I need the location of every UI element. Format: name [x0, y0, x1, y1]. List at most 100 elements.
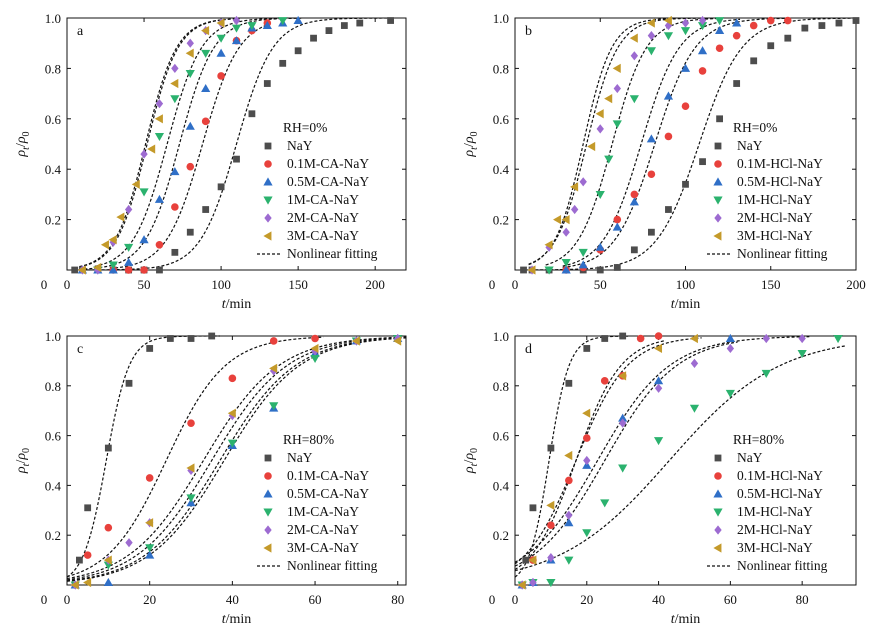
- series-0.1M-HCl-NaY: [562, 16, 792, 274]
- legend-entry: 0.1M-HCl-NaY: [737, 156, 823, 171]
- plot-frame: [514, 335, 857, 586]
- data-point: [124, 257, 134, 266]
- series-0.5M-HCl-NaY: [517, 333, 735, 589]
- data-point: [715, 44, 724, 53]
- data-point: [145, 518, 154, 528]
- fit-curve: [545, 17, 724, 266]
- fit-curve: [514, 345, 846, 572]
- data-point: [208, 332, 216, 340]
- data-point: [217, 72, 225, 80]
- fit-curve: [79, 18, 225, 268]
- data-point: [216, 34, 226, 43]
- data-point: [664, 20, 673, 31]
- x-tick-label: 150: [761, 277, 781, 292]
- data-point: [767, 42, 775, 50]
- x-tick-label: 100: [211, 277, 231, 292]
- origin-tick-label: 0: [489, 277, 496, 292]
- data-point: [547, 521, 555, 530]
- data-point: [76, 556, 83, 564]
- data-point: [529, 577, 537, 588]
- data-point: [100, 240, 109, 250]
- data-point: [749, 21, 758, 30]
- data-point: [170, 95, 180, 104]
- data-point: [139, 188, 149, 197]
- data-point: [664, 132, 673, 141]
- data-point: [547, 444, 555, 452]
- fit-curve: [562, 17, 792, 269]
- y-tick-label: 1.0: [45, 329, 61, 344]
- legend-fit-label: Nonlinear fitting: [737, 246, 828, 261]
- data-point: [145, 550, 155, 559]
- legend-entry: 2M-CA-NaY: [287, 210, 359, 225]
- x-tick-label: 50: [138, 277, 151, 292]
- y-tick-label: 0.4: [45, 478, 62, 493]
- fit-curve: [514, 341, 738, 567]
- data-point: [564, 450, 573, 461]
- data-point: [340, 22, 348, 29]
- data-point: [766, 16, 775, 25]
- data-point: [310, 354, 320, 364]
- panel-a: 0 50 100 150 200 0.2 0.4 0.6 0.8 1.0 0 t/min ρt/ρ0 a R…: [14, 11, 407, 312]
- x-tick-label: 60: [309, 592, 322, 607]
- data-point: [71, 266, 79, 274]
- data-point: [582, 408, 591, 418]
- data-point: [732, 31, 741, 40]
- data-point: [185, 121, 195, 130]
- legend-marker: [263, 489, 273, 498]
- panel-letter: c: [77, 342, 83, 357]
- legend-entry: 1M-CA-NaY: [287, 192, 359, 207]
- data-point: [228, 374, 237, 383]
- legend-entry: NaY: [287, 450, 313, 465]
- data-point: [70, 580, 79, 590]
- data-point: [185, 69, 195, 79]
- series-1M-HCl-NaY: [517, 335, 843, 590]
- series-0.5M-HCl-NaY: [561, 18, 742, 274]
- data-point: [544, 266, 554, 275]
- data-point: [116, 212, 125, 222]
- y-tick-label: 0.4: [493, 478, 510, 493]
- legend-entry: NaY: [287, 138, 313, 153]
- x-tick-label: 0: [512, 592, 519, 607]
- data-point: [217, 183, 225, 191]
- x-tick-label: 200: [846, 277, 866, 292]
- data-point: [784, 34, 792, 42]
- data-point: [93, 262, 102, 273]
- series-NaY: [71, 332, 216, 589]
- data-point: [761, 369, 771, 378]
- legend-entry: 1M-CA-NaY: [287, 504, 359, 519]
- data-point: [186, 494, 196, 503]
- fit-curve: [66, 336, 407, 581]
- y-tick-label: 0.8: [493, 61, 509, 76]
- data-point: [596, 266, 604, 274]
- data-point: [699, 158, 706, 166]
- data-point: [84, 504, 92, 512]
- series-2M-CA-NaY: [78, 15, 241, 275]
- data-point: [201, 83, 211, 93]
- data-point: [613, 264, 621, 271]
- data-point: [564, 556, 574, 565]
- y-tick-label: 1.0: [493, 329, 509, 344]
- data-point: [604, 155, 614, 164]
- fit-curve: [514, 339, 666, 571]
- data-point: [186, 463, 195, 473]
- data-point: [653, 343, 663, 354]
- data-point: [595, 109, 604, 119]
- data-point: [797, 349, 807, 359]
- data-point: [561, 258, 571, 268]
- data-point: [565, 379, 573, 387]
- legend-marker: [263, 543, 272, 553]
- x-tick-label: 40: [652, 592, 665, 607]
- data-point: [140, 266, 148, 274]
- data-point: [629, 197, 639, 206]
- panel-letter: a: [77, 24, 84, 39]
- legend-marker: [713, 196, 723, 205]
- x-tick-label: 20: [143, 592, 156, 607]
- data-point: [798, 333, 806, 344]
- data-point: [725, 389, 735, 398]
- series-2M-HCl-NaY: [528, 15, 707, 275]
- data-point: [522, 556, 530, 564]
- fit-curve: [71, 17, 394, 271]
- legend-fit-label: Nonlinear fitting: [287, 246, 378, 261]
- fit-curve: [66, 336, 324, 578]
